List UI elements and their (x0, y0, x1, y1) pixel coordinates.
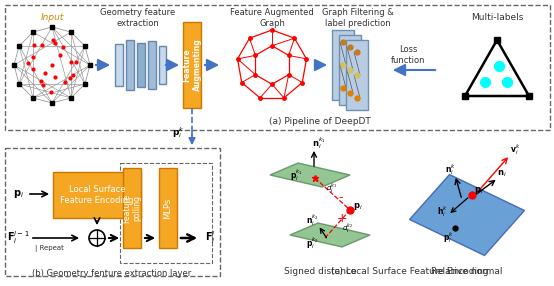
Bar (137, 43, 145, 87)
Bar (123, 168, 141, 248)
Text: Multi-labels: Multi-labels (471, 13, 523, 23)
Text: $\mathbf{F}_i^l$: $\mathbf{F}_i^l$ (204, 230, 216, 247)
Polygon shape (290, 223, 370, 247)
Bar (346, 40, 368, 110)
Bar (183, 22, 201, 108)
Text: $d_i^{k_1}$: $d_i^{k_1}$ (326, 181, 337, 195)
Text: Feature
polling: Feature polling (122, 193, 142, 223)
Text: Feature Augmented
Graph: Feature Augmented Graph (230, 8, 314, 28)
Text: (a) Pipeline of DeepDT: (a) Pipeline of DeepDT (269, 118, 371, 126)
Text: $d_i^{k_2}$: $d_i^{k_2}$ (342, 221, 353, 235)
Bar (5, 5, 550, 130)
Text: (b) Geometry fenture extraction layer: (b) Geometry fenture extraction layer (32, 269, 192, 279)
Text: $\mathbf{p}_i^{k_1}$: $\mathbf{p}_i^{k_1}$ (290, 167, 302, 183)
Text: $\mathbf{F}_i^{l-1}$: $\mathbf{F}_i^{l-1}$ (7, 230, 29, 247)
Text: Geometry feature
extraction: Geometry feature extraction (100, 8, 176, 28)
Text: $\mathbf{n}_i^{k_1}$: $\mathbf{n}_i^{k_1}$ (312, 135, 326, 151)
Bar (159, 168, 177, 248)
Text: Feature
Augmenting: Feature Augmenting (182, 39, 202, 91)
Text: $\mathbf{n}_i$: $\mathbf{n}_i$ (497, 169, 507, 179)
Text: $\mathbf{n}_i^{k_2}$: $\mathbf{n}_i^{k_2}$ (306, 212, 319, 228)
Text: $\mathbf{p}_i$: $\mathbf{p}_i$ (474, 186, 484, 196)
Text: $\mathbf{n}_i^k$: $\mathbf{n}_i^k$ (445, 162, 455, 177)
Text: +: + (337, 212, 347, 225)
Text: (c) Local Surface Feature Encoding: (c) Local Surface Feature Encoding (331, 267, 489, 277)
Text: | Repeat: | Repeat (35, 245, 64, 251)
Text: $\mathbf{p}_i^{k_2}$: $\mathbf{p}_i^{k_2}$ (306, 235, 319, 251)
Bar (148, 41, 156, 89)
Bar (53, 172, 141, 218)
Text: $\mathbf{p}_i$: $\mathbf{p}_i$ (353, 202, 363, 212)
Text: $\mathbf{p}_i^k$: $\mathbf{p}_i^k$ (443, 231, 453, 245)
Text: $\mathbf{h}_i^k$: $\mathbf{h}_i^k$ (437, 204, 448, 219)
Text: -: - (338, 192, 343, 204)
Text: Input: Input (40, 13, 64, 23)
Text: Local Surface
Feature Encoding: Local Surface Feature Encoding (60, 185, 134, 205)
Text: $\mathbf{p}_i$: $\mathbf{p}_i$ (13, 188, 23, 200)
Bar (5, 148, 220, 276)
Bar (115, 44, 123, 86)
Polygon shape (270, 163, 350, 187)
Text: Graph Filtering &
label prediction: Graph Filtering & label prediction (322, 8, 394, 28)
Text: Signed distance: Signed distance (284, 267, 356, 277)
Bar (120, 163, 212, 263)
Bar (159, 46, 166, 84)
Text: MLPs: MLPs (163, 197, 172, 219)
Bar (126, 40, 134, 90)
Text: $\mathbf{p}_i^k$: $\mathbf{p}_i^k$ (172, 126, 184, 140)
Text: Loss
function: Loss function (391, 45, 425, 65)
Text: $\mathbf{v}_i^k$: $\mathbf{v}_i^k$ (510, 142, 520, 158)
Polygon shape (409, 174, 525, 255)
Bar (332, 30, 354, 100)
Bar (339, 35, 361, 105)
Text: Relative normal: Relative normal (431, 267, 502, 277)
